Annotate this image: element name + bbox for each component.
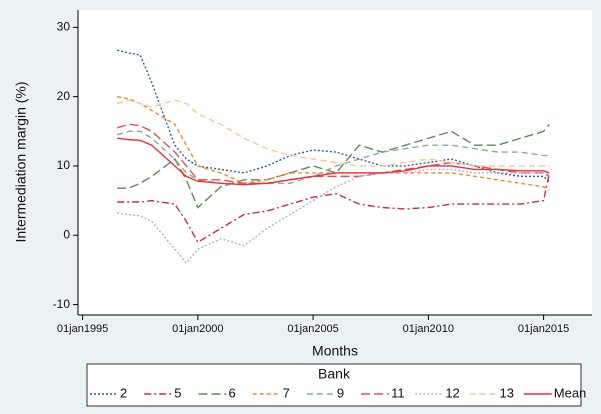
x-tick-label: 01jan2000: [172, 323, 223, 335]
legend-label: 7: [283, 385, 290, 400]
legend-label: 12: [445, 385, 459, 400]
legend-label: 5: [174, 385, 181, 400]
series-line: [116, 99, 550, 167]
series-line: [117, 172, 551, 244]
legend-title: Bank: [318, 366, 351, 382]
legend-label: 9: [337, 385, 344, 400]
legend-label: 2: [120, 385, 127, 400]
series-line: [116, 130, 550, 184]
legend-box: [86, 363, 582, 407]
series-line: [117, 49, 550, 182]
x-axis-title: Months: [312, 343, 358, 359]
y-tick-label: -10: [53, 297, 71, 311]
series-line: [117, 123, 550, 209]
y-tick-label: 10: [57, 158, 71, 172]
x-tick-label: 01jan2005: [287, 323, 338, 335]
x-tick-label: 01jan1995: [57, 323, 108, 335]
x-tick-label: 01jan2015: [518, 323, 569, 335]
y-tick-label: 30: [57, 20, 71, 34]
legend-label: 6: [228, 385, 235, 400]
y-tick-label: 0: [63, 227, 70, 241]
legend-label: 13: [500, 385, 514, 400]
x-tick-label: 01jan2010: [403, 323, 454, 335]
y-tick-label: 20: [57, 89, 71, 103]
series-line: [116, 123, 550, 184]
legend-label: 11: [391, 385, 405, 400]
series-line: [117, 137, 550, 186]
series-line: [117, 95, 550, 191]
legend-label: Mean: [554, 385, 587, 400]
series-line: [117, 168, 550, 265]
y-axis-title: Intermediation margin (%): [13, 81, 29, 242]
